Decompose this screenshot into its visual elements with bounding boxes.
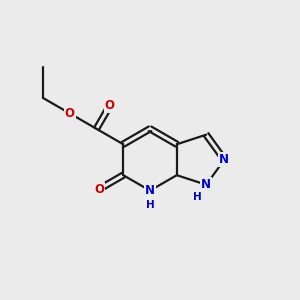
Text: O: O — [105, 99, 115, 112]
Text: H: H — [193, 192, 202, 202]
Text: O: O — [65, 107, 75, 120]
Text: H: H — [146, 200, 154, 210]
Text: N: N — [201, 178, 211, 191]
Text: N: N — [145, 184, 155, 197]
Text: O: O — [94, 183, 104, 196]
Text: N: N — [219, 153, 230, 166]
